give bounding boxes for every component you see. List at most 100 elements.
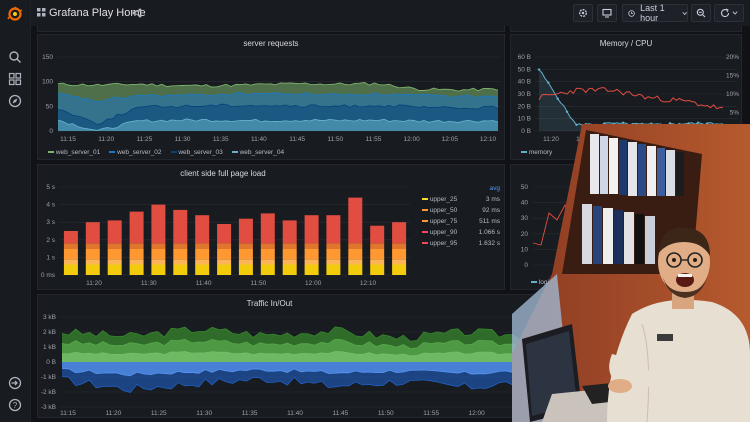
help-icon[interactable]: ? — [8, 398, 22, 412]
dashboards-icon[interactable] — [8, 72, 22, 86]
y-tick-label: 0 ms — [41, 272, 56, 279]
x-tick-label: 12:00 — [468, 410, 485, 417]
bar-segment — [107, 264, 122, 275]
x-tick-label: 12:05 — [442, 136, 459, 143]
y-left-tick-label: 10 B — [518, 116, 531, 123]
bar-segment — [348, 243, 363, 249]
settings-icon — [579, 9, 587, 17]
bar-segment — [63, 264, 78, 275]
bar-segment — [370, 248, 385, 260]
bar-segment — [107, 259, 122, 265]
grafana-logo-icon[interactable] — [7, 6, 23, 22]
legend-item[interactable]: memory — [521, 149, 552, 156]
time-picker-button[interactable]: Last 1 hour — [622, 3, 688, 23]
legend-series-name: upper_95 — [422, 240, 457, 251]
bar-segment — [129, 259, 144, 265]
collapsed-row-left — [37, 26, 505, 32]
bar-segment — [392, 259, 407, 265]
bar-segment — [260, 259, 275, 265]
server-requests-panel[interactable]: server requests 150 100 50 0 11:15 11:20 11:25… — [37, 34, 505, 160]
bar-segment — [238, 248, 253, 260]
bar-segment — [63, 248, 78, 260]
bar-segment — [151, 204, 166, 244]
share-icon[interactable] — [132, 8, 142, 18]
bar-segment — [282, 264, 297, 275]
legend-row[interactable]: upper_75 511 ms — [422, 218, 500, 229]
memory-point — [687, 122, 690, 125]
bar-segment — [217, 243, 232, 249]
bar-segment — [151, 264, 166, 275]
legend-item[interactable]: web_server_03 — [170, 149, 223, 156]
x-tick-label: 11:35 — [213, 136, 229, 143]
y-tick-label: 2 kB — [43, 329, 56, 336]
y-tick-label: 3 kB — [43, 314, 56, 321]
memory-area — [539, 69, 723, 131]
tv-mode-button[interactable] — [597, 4, 617, 22]
y-tick-label: 20 — [521, 231, 529, 238]
y-tick-label: 0 B — [46, 359, 56, 366]
bar-segment — [217, 224, 232, 244]
y-right-tick-label: 5% — [730, 110, 740, 117]
y-left-tick-label: 20 B — [518, 103, 531, 110]
bar-segment — [326, 248, 341, 260]
legend-row[interactable]: upper_50 92 ms — [422, 207, 500, 218]
series-line — [57, 103, 499, 126]
bar-segment — [85, 264, 100, 275]
y-left-tick-label: 30 B — [518, 91, 531, 98]
explore-icon[interactable] — [8, 94, 22, 108]
signin-icon[interactable] — [8, 376, 22, 390]
bar-segment — [151, 248, 166, 260]
bar-segment — [370, 264, 385, 275]
client-side-panel[interactable]: client side full page load 5 s 4 s 3 s 2 s 1… — [37, 164, 505, 290]
x-tick-label: 11:45 — [333, 410, 349, 417]
y-tick-label: 3 s — [46, 219, 55, 226]
dashboard-title[interactable]: Grafana Play Home — [49, 7, 146, 19]
zoom-out-button[interactable] — [691, 4, 711, 22]
bar-segment — [392, 248, 407, 260]
legend-header[interactable]: avg — [489, 185, 500, 192]
memory-point — [537, 68, 541, 71]
settings-button[interactable] — [573, 4, 593, 22]
legend-row[interactable]: upper_95 1.632 s — [422, 240, 500, 251]
server-requests-chart: 150 100 50 0 11:15 11:20 11:25 11:30 11:35 11:40 1… — [42, 54, 500, 143]
bar-segment — [173, 259, 188, 265]
bar-segment — [195, 259, 210, 265]
legend-item[interactable]: web_server_01 — [48, 149, 100, 156]
y-tick-label: 1 s — [46, 254, 55, 261]
legend-series-name: upper_90 — [422, 229, 457, 240]
series-line — [57, 82, 499, 92]
chevron-down-icon — [732, 11, 738, 15]
x-tick-label: 11:35 — [242, 410, 258, 417]
x-tick-label: 11:30 — [141, 280, 157, 287]
x-tick-label: 12:10 — [360, 280, 377, 287]
series-line — [57, 92, 499, 103]
legend-item[interactable]: logi — [531, 279, 549, 286]
series-line — [57, 118, 499, 131]
refresh-button[interactable] — [714, 4, 744, 22]
x-tick-label: 11:40 — [196, 280, 212, 287]
legend-item[interactable]: web_server_04 — [231, 149, 284, 156]
refresh-icon — [720, 8, 730, 18]
bar-segment — [392, 243, 407, 249]
bar-segment — [107, 248, 122, 260]
memory-point — [547, 81, 550, 84]
bar-segment — [173, 264, 188, 275]
legend-item[interactable]: web_server_02 — [109, 149, 162, 156]
bar-segment — [260, 248, 275, 260]
bar-segment — [129, 243, 144, 249]
bar-segment — [326, 259, 341, 265]
panel-title: client side full page load — [180, 169, 266, 178]
person-photo — [512, 124, 750, 422]
x-tick-label: 11:15 — [60, 136, 76, 143]
legend-row[interactable]: upper_25 3 ms — [422, 196, 500, 207]
legend-series-value: 511 ms — [479, 218, 500, 225]
bar-segment — [348, 259, 363, 265]
search-icon[interactable] — [8, 50, 22, 64]
legend-row[interactable]: upper_90 1.066 s — [422, 229, 500, 240]
legend-series-name: upper_25 — [422, 196, 457, 207]
y-tick-label: 4 s — [46, 202, 55, 209]
apps-icon[interactable] — [37, 8, 46, 17]
bar-segment — [173, 243, 188, 249]
y-tick-label: 5 s — [46, 184, 55, 191]
bar-segment — [348, 197, 363, 244]
